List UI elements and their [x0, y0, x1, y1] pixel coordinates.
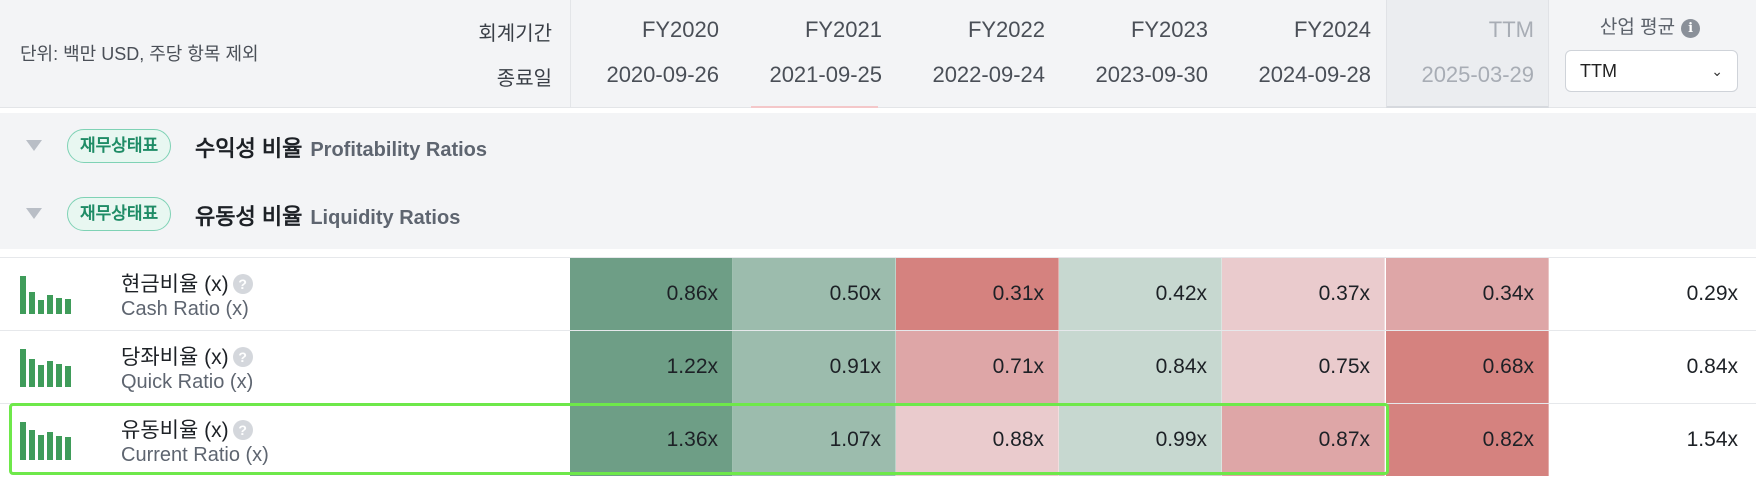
value-cell: 0.88x [896, 404, 1059, 476]
sparkline-bar [38, 435, 44, 460]
bar-sparkline-icon [20, 276, 76, 314]
sparkline-bar [29, 292, 35, 314]
table-header: 단위: 백만 USD, 주당 항목 제외 회계기간 종료일 FY2020 202… [0, 0, 1756, 108]
row-name-en: Current Ratio (x) [121, 444, 269, 466]
column-date: 2022-09-24 [932, 62, 1045, 87]
section-title-ko: 수익성 비율 [195, 136, 303, 161]
value-cell: 0.50x [733, 258, 896, 330]
question-icon[interactable]: ? [232, 347, 253, 367]
industry-average-value: 1.54x [1686, 428, 1738, 451]
row-name: 당좌비율 (x)? [121, 341, 253, 371]
column-date: 2025-03-29 [1421, 62, 1534, 87]
value-cell: 0.71x [896, 331, 1059, 403]
section-title-en: Liquidity Ratios [310, 207, 461, 229]
column-fy: FY2022 [967, 17, 1045, 42]
sparkline-bar [65, 437, 71, 460]
sparkline-bar [56, 364, 62, 387]
row-name-en: Quick Ratio (x) [121, 371, 254, 393]
value-cell: 0.91x [733, 331, 896, 403]
sparkline-bar [47, 361, 53, 387]
sparkline-bar [38, 365, 44, 387]
sparkline-bar [56, 298, 62, 314]
enddate-label: 종료일 [496, 68, 552, 90]
value-cell: 0.75x [1222, 331, 1385, 403]
industry-period-value: TTM [1580, 61, 1617, 81]
statement-badge: 재무상태표 [67, 197, 172, 231]
statement-badge: 재무상태표 [67, 129, 172, 163]
section-liquidity[interactable]: 재무상태표 유동성 비율 Liquidity Ratios [0, 181, 1756, 249]
column-header-fy2023[interactable]: FY2023 2023-09-30 [1059, 0, 1222, 108]
column-fy: FY2023 [1130, 17, 1208, 42]
column-fy: FY2020 [641, 17, 719, 42]
sparkline-bar [38, 300, 44, 314]
table-row[interactable]: 당좌비율 (x)? Quick Ratio (x) 1.22x 0.91x 0.71… [0, 330, 1756, 403]
section-profitability[interactable]: 재무상태표 수익성 비율 Profitability Ratios [0, 113, 1756, 181]
collapse-triangle-icon[interactable] [26, 208, 42, 219]
question-icon[interactable]: ? [232, 274, 253, 294]
column-fy: FY2024 [1293, 17, 1371, 42]
value-cell: 0.31x [896, 258, 1059, 330]
sparkline-bar [20, 276, 26, 314]
chevron-down-icon: ⌄ [1711, 63, 1723, 79]
column-header-fy2022[interactable]: FY2022 2022-09-24 [896, 0, 1059, 108]
sparkline-bar [47, 295, 53, 314]
value-cell: 0.84x [1059, 331, 1222, 403]
sparkline-bar [47, 432, 53, 460]
industry-average-value: 0.84x [1686, 355, 1738, 378]
sparkline-bar [65, 299, 71, 314]
column-date: 2024-09-28 [1258, 62, 1371, 87]
sparkline-bar [29, 430, 35, 460]
value-cell: 0.82x [1386, 404, 1549, 476]
value-cell: 0.87x [1222, 404, 1385, 476]
column-divider [570, 0, 571, 108]
industry-average-label: 산업 평균 [1599, 17, 1676, 38]
industry-average-title: 산업 평균 i [1565, 12, 1735, 39]
value-cell: 0.68x [1386, 331, 1549, 403]
sparkline-bar [65, 366, 71, 387]
row-name-ko: 유동비율 (x) [121, 419, 229, 442]
column-header-fy2021[interactable]: FY2021 2021-09-25 [733, 0, 896, 108]
value-cell: 0.42x [1059, 258, 1222, 330]
bar-sparkline-icon [20, 349, 76, 387]
value-cell: 1.07x [733, 404, 896, 476]
section-title: 수익성 비율 Profitability Ratios [195, 131, 487, 163]
section-title-ko: 유동성 비율 [195, 204, 303, 229]
sparkline-bar [20, 349, 26, 387]
question-icon[interactable]: ? [232, 420, 253, 440]
row-name: 현금비율 (x)? [121, 268, 253, 298]
period-label: 회계기간 [478, 23, 552, 45]
column-fy: FY2021 [804, 17, 882, 42]
column-date: 2021-09-25 [769, 62, 882, 87]
sparkline-bar [56, 436, 62, 460]
industry-average-value: 0.29x [1686, 282, 1738, 305]
table-row[interactable]: 현금비율 (x)? Cash Ratio (x) 0.86x 0.50x 0.31x… [0, 257, 1756, 330]
bar-sparkline-icon [20, 422, 76, 460]
sparkline-bar [20, 422, 26, 460]
row-name-ko: 현금비율 (x) [121, 273, 229, 296]
row-name: 유동비율 (x)? [121, 414, 253, 444]
row-name-ko: 당좌비율 (x) [121, 346, 229, 369]
column-header-fy2024[interactable]: FY2024 2024-09-28 [1222, 0, 1385, 108]
column-fy: TTM [1488, 17, 1534, 42]
section-title: 유동성 비율 Liquidity Ratios [195, 199, 460, 231]
industry-period-select[interactable]: TTM ⌄ [1565, 50, 1738, 92]
column-date: 2023-09-30 [1095, 62, 1208, 87]
column-underline [751, 106, 878, 108]
value-cell: 0.86x [570, 258, 733, 330]
table-row[interactable]: 유동비율 (x)? Current Ratio (x) 1.36x 1.07x 0.… [0, 403, 1756, 476]
column-date: 2020-09-26 [606, 62, 719, 87]
value-cell: 0.34x [1386, 258, 1549, 330]
column-header-ttm[interactable]: TTM 2025-03-29 [1386, 0, 1549, 108]
row-name-en: Cash Ratio (x) [121, 298, 249, 320]
column-header-fy2020[interactable]: FY2020 2020-09-26 [570, 0, 733, 108]
value-cell: 0.37x [1222, 258, 1385, 330]
value-cell: 1.36x [570, 404, 733, 476]
unit-note: 단위: 백만 USD, 주당 항목 제외 [20, 44, 259, 64]
section-title-en: Profitability Ratios [310, 139, 488, 161]
info-icon[interactable]: i [1681, 19, 1701, 38]
value-cell: 0.99x [1059, 404, 1222, 476]
collapse-triangle-icon[interactable] [26, 140, 42, 151]
sparkline-bar [29, 359, 35, 387]
value-cell: 1.22x [570, 331, 733, 403]
